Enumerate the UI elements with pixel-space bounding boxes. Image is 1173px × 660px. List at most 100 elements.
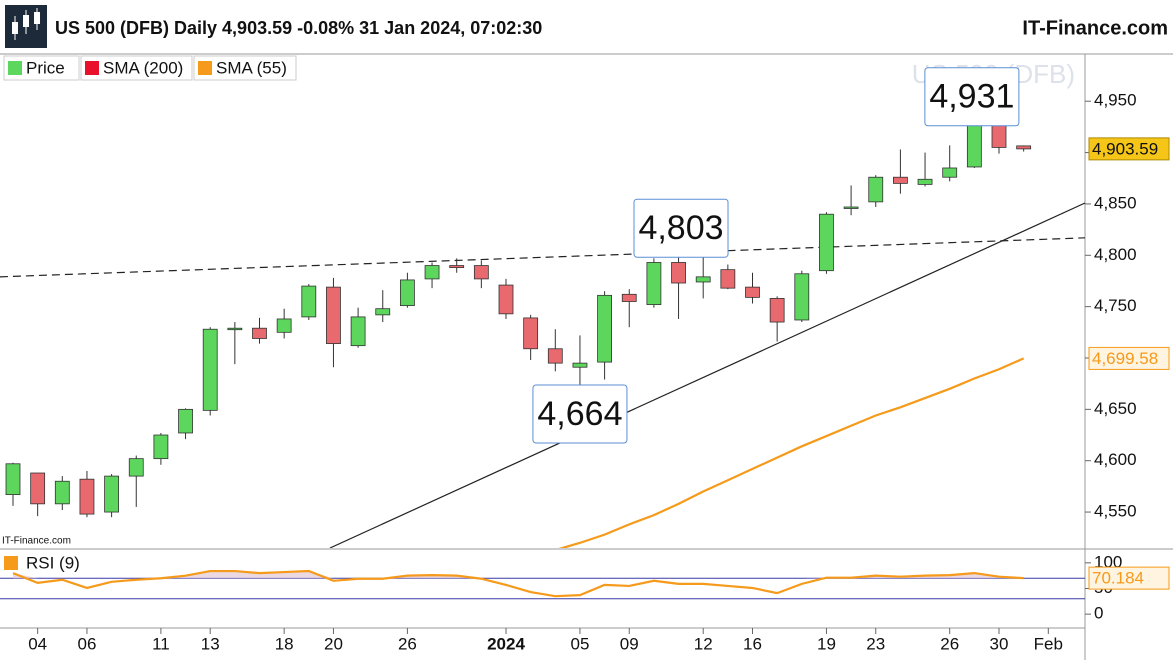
price-panel: US 500 (DFB) — [0, 59, 1085, 548]
candle-body — [30, 472, 46, 505]
candle-body — [252, 327, 267, 339]
candle-body — [547, 348, 563, 364]
trendline — [329, 202, 1085, 548]
logo-icon — [5, 5, 47, 48]
x-tick-label: 09 — [620, 634, 639, 653]
rsi-panel — [0, 569, 1085, 600]
candle-body — [202, 328, 218, 411]
x-tick-label: 11 — [152, 634, 170, 653]
last-value-box — [1088, 346, 1170, 370]
candle-body — [597, 294, 612, 363]
last-value-box — [1088, 566, 1170, 590]
x-tick-label: 30 — [990, 634, 1009, 653]
x-tick-label: 26 — [940, 634, 959, 653]
candle-body — [893, 176, 908, 184]
candle-body — [301, 285, 317, 318]
candle-body — [424, 265, 440, 280]
y-tick-label: 4,600 — [1094, 450, 1137, 469]
candle-body — [1016, 145, 1032, 150]
candle-body — [153, 434, 169, 460]
brand: IT-Finance.com — [1022, 17, 1168, 39]
legend-label: SMA (55) — [216, 58, 287, 77]
legend-box — [80, 55, 193, 81]
x-tick-label: 19 — [817, 634, 836, 653]
candle-body — [326, 286, 341, 345]
candle-body — [572, 362, 588, 368]
candle-body — [227, 327, 243, 331]
x-tick-label: 16 — [743, 634, 762, 653]
annotation-label: 4,931 — [929, 78, 1014, 116]
candle-body — [276, 318, 292, 333]
x-tick-label: 20 — [324, 634, 343, 653]
candle-body — [350, 316, 366, 347]
x-tick-label: 05 — [570, 634, 589, 653]
last-price-label: 4,903.59 — [1092, 139, 1158, 158]
legend-label: SMA (200) — [103, 58, 183, 77]
candle-body — [473, 265, 489, 280]
annotation-box — [924, 67, 1020, 127]
legend-label: RSI (9) — [26, 553, 80, 572]
legend-swatch — [85, 61, 99, 75]
candle-body — [769, 298, 785, 323]
overlay: 04 06 11 13 18 20 26 2024 05 09 12 16 19 23 26 30 Feb 4,5… — [2, 55, 1170, 653]
x-tick-label: 13 — [201, 634, 220, 653]
legend-swatch — [4, 556, 18, 570]
line-series — [12, 569, 1024, 598]
x-tick-label: 18 — [275, 634, 294, 653]
candle-body — [104, 475, 119, 513]
candle-body — [178, 408, 193, 434]
candle-body — [745, 286, 760, 298]
candle-body — [449, 265, 465, 269]
candle-body — [5, 463, 21, 495]
candle-body — [375, 308, 391, 316]
source-note: IT-Finance.com — [2, 536, 71, 547]
candle-body — [720, 269, 736, 289]
last-value-label: 4,699.58 — [1092, 349, 1158, 368]
candle-body — [54, 480, 70, 505]
line-series — [558, 357, 1025, 548]
x-tick-label: 23 — [866, 634, 885, 653]
candle-body — [523, 317, 539, 350]
y-tick-label: 4,550 — [1094, 502, 1137, 521]
candle-body — [819, 213, 834, 272]
y-tick-label: 4,850 — [1094, 193, 1137, 212]
last-price-box — [1088, 137, 1170, 161]
legend-label: Price — [26, 58, 65, 77]
annotation-box — [633, 198, 729, 258]
candle-body — [621, 293, 637, 302]
last-value-label: 70.184 — [1092, 569, 1144, 588]
x-tick-label: 26 — [398, 634, 417, 653]
annotation-label: 4,803 — [638, 209, 723, 247]
candle-body — [399, 279, 415, 307]
y-tick-label: 0 — [1094, 604, 1103, 623]
candle-body — [991, 122, 1007, 148]
annotation-box — [532, 384, 628, 444]
candle-body — [917, 178, 933, 185]
candle-body — [128, 458, 144, 477]
y-tick-label: 4,650 — [1094, 399, 1137, 418]
legend-swatch — [198, 61, 212, 75]
candle-body — [695, 276, 711, 283]
candle-body — [671, 262, 686, 284]
x-tick-label: 06 — [77, 634, 96, 653]
x-tick-label: 04 — [28, 634, 47, 653]
candle-body — [868, 176, 884, 203]
x-tick-label: 2024 — [487, 634, 525, 653]
x-tick-label: Feb — [1034, 634, 1063, 653]
candle-body — [79, 478, 95, 515]
y-tick-label: 4,750 — [1094, 296, 1137, 315]
annotation-label: 4,664 — [537, 395, 622, 433]
candle-body — [794, 273, 810, 321]
y-tick-label: 100 — [1094, 552, 1122, 571]
candle-body — [646, 262, 662, 305]
legend-swatch — [8, 61, 22, 75]
candle-body — [498, 284, 514, 315]
y-tick-label: 4,950 — [1094, 91, 1137, 110]
y-tick-label: 4,800 — [1094, 245, 1137, 264]
header-title: US 500 (DFB) Daily 4,903.59 -0.08% 31 Ja… — [55, 18, 542, 38]
candle-body — [966, 124, 982, 168]
candle-body — [843, 206, 859, 209]
candle-body — [942, 167, 958, 178]
x-tick-label: 12 — [694, 634, 713, 653]
